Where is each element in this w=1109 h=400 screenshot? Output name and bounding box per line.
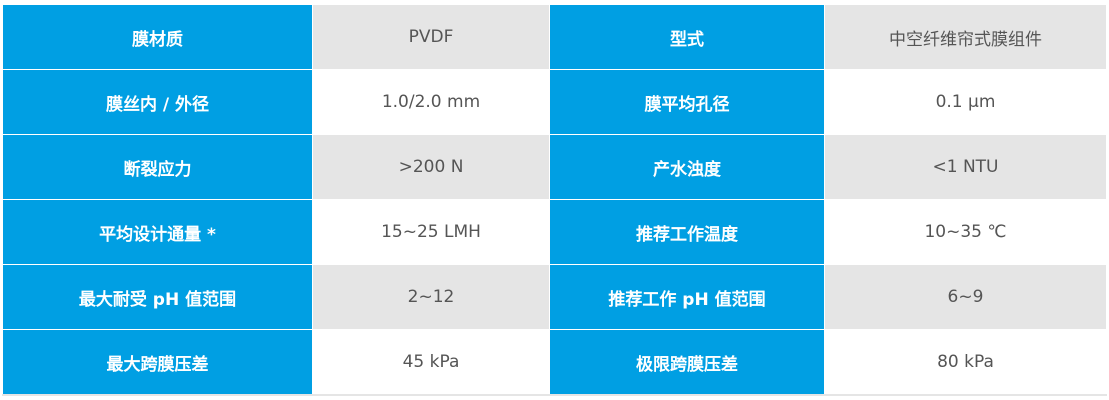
spec-value: 0.1 μm <box>824 69 1107 135</box>
spec-value: 80 kPa <box>824 329 1107 396</box>
table-row: 最大耐受 pH 值范围 2~12 推荐工作 pH 值范围 6~9 <box>2 264 1107 330</box>
spec-value: 2~12 <box>312 264 550 330</box>
spec-label: 最大跨膜压差 <box>2 329 313 396</box>
spec-label: 极限跨膜压差 <box>549 329 825 396</box>
spec-value: 1.0/2.0 mm <box>312 69 550 135</box>
spec-label: 膜丝内 / 外径 <box>2 69 313 135</box>
spec-label: 断裂应力 <box>2 134 313 200</box>
spec-value: 6~9 <box>824 264 1107 330</box>
spec-label: 产水浊度 <box>549 134 825 200</box>
spec-value: 中空纤维帘式膜组件 <box>824 4 1107 70</box>
spec-label: 最大耐受 pH 值范围 <box>2 264 313 330</box>
table-row: 膜丝内 / 外径 1.0/2.0 mm 膜平均孔径 0.1 μm <box>2 69 1107 135</box>
spec-value: 15~25 LMH <box>312 199 550 265</box>
spec-value: 10~35 ℃ <box>824 199 1107 265</box>
spec-label: 膜材质 <box>2 4 313 70</box>
spec-label: 推荐工作 pH 值范围 <box>549 264 825 330</box>
spec-value: 45 kPa <box>312 329 550 396</box>
table-row: 平均设计通量 * 15~25 LMH 推荐工作温度 10~35 ℃ <box>2 199 1107 265</box>
table-row: 最大跨膜压差 45 kPa 极限跨膜压差 80 kPa <box>2 329 1107 396</box>
table-row: 断裂应力 >200 N 产水浊度 <1 NTU <box>2 134 1107 200</box>
spec-label: 膜平均孔径 <box>549 69 825 135</box>
spec-label: 型式 <box>549 4 825 70</box>
spec-label: 推荐工作温度 <box>549 199 825 265</box>
spec-label: 平均设计通量 * <box>2 199 313 265</box>
table-row: 膜材质 PVDF 型式 中空纤维帘式膜组件 <box>2 4 1107 70</box>
spec-value: >200 N <box>312 134 550 200</box>
spec-table: 膜材质 PVDF 型式 中空纤维帘式膜组件 膜丝内 / 外径 1.0/2.0 mm 膜平均孔… <box>2 4 1107 396</box>
spec-value: <1 NTU <box>824 134 1107 200</box>
spec-value: PVDF <box>312 4 550 70</box>
